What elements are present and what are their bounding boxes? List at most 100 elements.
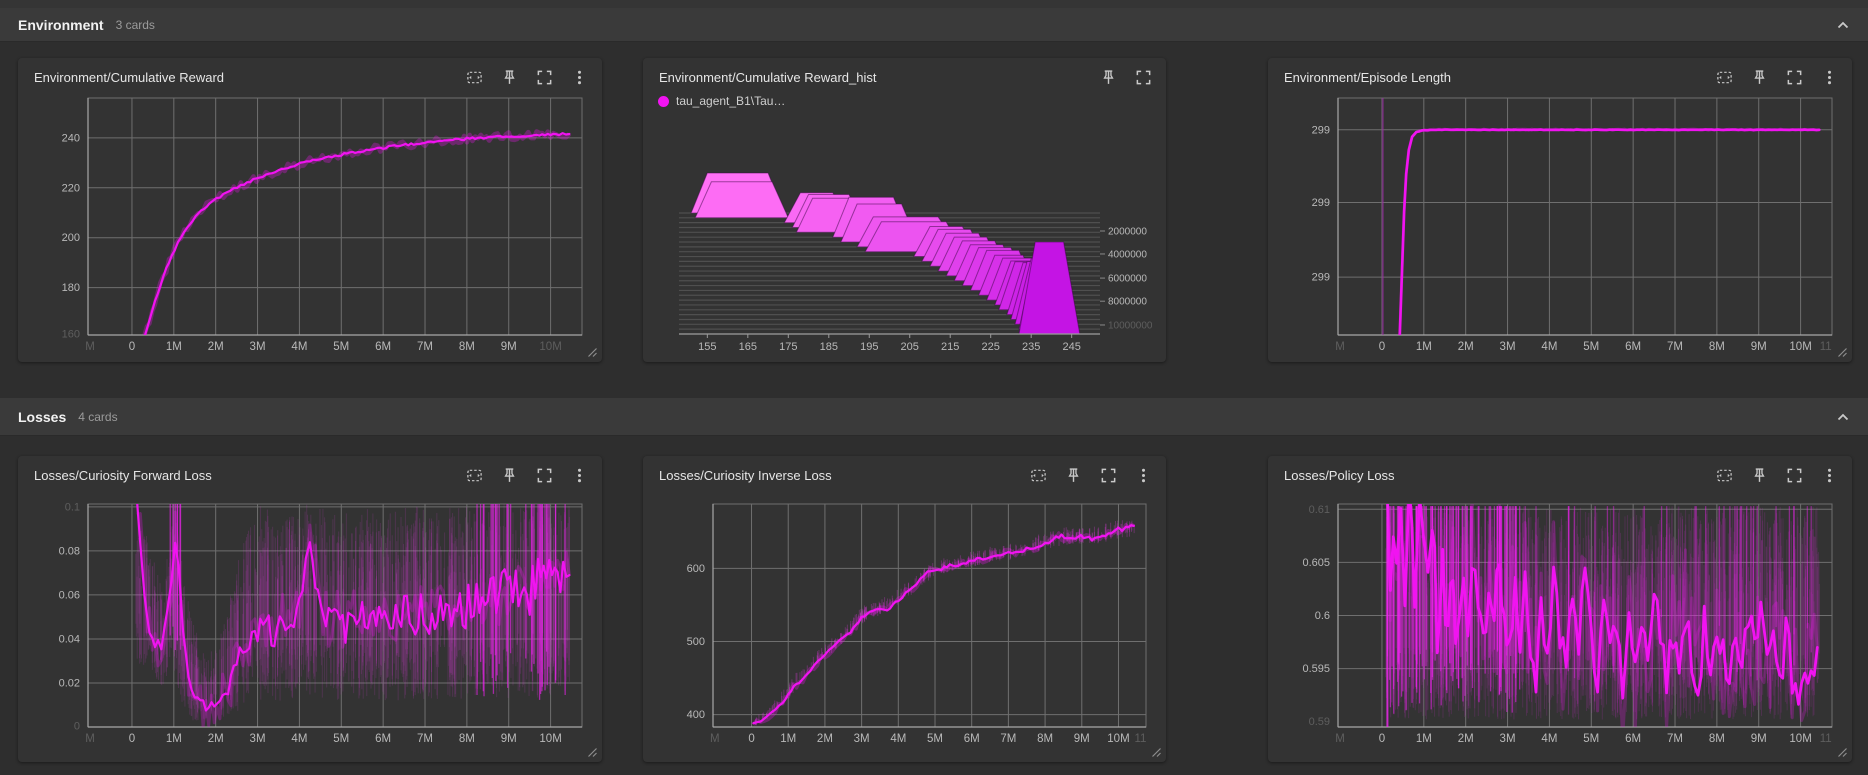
pin-icon[interactable] <box>1749 67 1770 88</box>
resize-grip-icon[interactable] <box>1837 747 1847 757</box>
curiosity-forward-loss-chart[interactable]: 0.1 0.08 0.06 0.04 0.02 0 M 0 1M 2M 3M 4M 5M 6M 7M 8M 9M… <box>18 456 602 762</box>
svg-text:0: 0 <box>1379 341 1385 353</box>
card-title: Losses/Policy Loss <box>1284 468 1395 483</box>
pin-icon[interactable] <box>1063 465 1084 486</box>
resize-grip-icon[interactable] <box>587 747 597 757</box>
episode-length-chart[interactable]: 299 299 299 M 0 1M 2M 3M 4M 5M 6M 7M 8M 9M 10M 11 <box>1268 58 1852 362</box>
pin-icon[interactable] <box>1098 67 1119 88</box>
fit-domain-icon[interactable] <box>1714 67 1735 88</box>
svg-text:175: 175 <box>779 341 797 353</box>
svg-text:4M: 4M <box>291 341 307 353</box>
svg-text:0: 0 <box>1379 733 1385 745</box>
svg-text:600: 600 <box>687 563 705 575</box>
svg-text:9M: 9M <box>1751 733 1767 745</box>
fit-domain-icon[interactable] <box>464 67 485 88</box>
svg-text:10M: 10M <box>539 341 561 353</box>
svg-text:0.02: 0.02 <box>59 677 80 689</box>
pin-icon[interactable] <box>1749 465 1770 486</box>
svg-text:0.6: 0.6 <box>1315 610 1330 622</box>
svg-text:5M: 5M <box>333 733 349 745</box>
fullscreen-icon[interactable] <box>1098 465 1119 486</box>
svg-text:10M: 10M <box>1789 341 1811 353</box>
svg-text:4M: 4M <box>1541 733 1557 745</box>
fit-domain-icon[interactable] <box>1714 465 1735 486</box>
section-title: Environment <box>18 16 104 33</box>
resize-grip-icon[interactable] <box>587 347 597 357</box>
svg-text:1M: 1M <box>1416 733 1432 745</box>
svg-text:9M: 9M <box>501 341 517 353</box>
svg-text:180: 180 <box>62 282 80 294</box>
pin-icon[interactable] <box>499 465 520 486</box>
svg-text:400: 400 <box>687 709 705 721</box>
card-cumulative-reward: Environment/Cumulative Reward 240 220 200 1… <box>18 58 602 362</box>
fullscreen-icon[interactable] <box>534 67 555 88</box>
resize-grip-icon[interactable] <box>1151 747 1161 757</box>
fullscreen-icon[interactable] <box>1784 465 1805 486</box>
fullscreen-icon[interactable] <box>1784 67 1805 88</box>
svg-text:0.08: 0.08 <box>59 545 80 557</box>
fit-domain-icon[interactable] <box>1028 465 1049 486</box>
section-card-count: 3 cards <box>115 17 155 32</box>
pin-icon[interactable] <box>499 67 520 88</box>
svg-text:245: 245 <box>1062 341 1080 353</box>
svg-text:3M: 3M <box>1500 733 1516 745</box>
cumulative-reward-histogram[interactable]: 2000000 4000000 6000000 8000000 10000000 155 1… <box>643 58 1166 362</box>
card-curiosity-forward-loss: Losses/Curiosity Forward Loss 0.1 0.08 0.0… <box>18 456 602 762</box>
svg-text:6M: 6M <box>1625 341 1641 353</box>
section-header-losses[interactable]: Losses 4 cards <box>0 398 1868 436</box>
fit-domain-icon[interactable] <box>464 465 485 486</box>
svg-text:5M: 5M <box>1583 733 1599 745</box>
svg-text:0.06: 0.06 <box>59 589 80 601</box>
svg-text:0.605: 0.605 <box>1302 557 1330 569</box>
svg-text:9M: 9M <box>1074 733 1090 745</box>
policy-loss-chart[interactable]: 0.61 0.605 0.6 0.595 0.59 M 0 1M 2M 3M 4M 5M 6M 7M 8M 9… <box>1268 456 1852 762</box>
svg-text:8M: 8M <box>1709 341 1725 353</box>
card-actions <box>1714 465 1840 486</box>
card-title: Losses/Curiosity Inverse Loss <box>659 468 832 483</box>
chevron-up-icon[interactable] <box>1834 16 1852 34</box>
svg-text:299: 299 <box>1312 272 1330 284</box>
svg-text:8M: 8M <box>1037 733 1053 745</box>
more-menu-icon[interactable] <box>1819 67 1840 88</box>
svg-text:0: 0 <box>129 733 135 745</box>
svg-text:0.59: 0.59 <box>1309 716 1330 728</box>
svg-text:8M: 8M <box>459 733 475 745</box>
resize-grip-icon[interactable] <box>1837 347 1847 357</box>
more-menu-icon[interactable] <box>1819 465 1840 486</box>
svg-text:5M: 5M <box>927 733 943 745</box>
svg-text:500: 500 <box>687 636 705 648</box>
svg-text:160: 160 <box>62 328 80 340</box>
svg-text:1M: 1M <box>166 733 182 745</box>
svg-text:10M: 10M <box>1789 733 1811 745</box>
section-title: Losses <box>18 408 67 425</box>
svg-text:2M: 2M <box>817 733 833 745</box>
card-actions <box>1098 67 1154 88</box>
more-menu-icon[interactable] <box>569 67 590 88</box>
section-header-environment[interactable]: Environment 3 cards <box>0 8 1868 42</box>
svg-text:200: 200 <box>62 232 80 244</box>
card-title: Environment/Cumulative Reward_hist <box>659 70 877 85</box>
card-cumulative-reward-hist: Environment/Cumulative Reward_hist tau_a… <box>643 58 1166 362</box>
svg-text:9M: 9M <box>501 733 517 745</box>
fullscreen-icon[interactable] <box>1133 67 1154 88</box>
svg-text:240: 240 <box>62 132 80 144</box>
svg-text:4M: 4M <box>291 733 307 745</box>
more-menu-icon[interactable] <box>569 465 590 486</box>
svg-text:11: 11 <box>1135 733 1147 745</box>
curiosity-inverse-loss-chart[interactable]: 600 500 400 M 0 1M 2M 3M 4M 5M 6M 7M 8M 9M 10M 11 <box>643 456 1166 762</box>
svg-text:0: 0 <box>748 733 754 745</box>
svg-text:0.595: 0.595 <box>1302 663 1330 675</box>
svg-text:0: 0 <box>74 720 80 732</box>
svg-text:6M: 6M <box>964 733 980 745</box>
svg-text:6M: 6M <box>375 733 391 745</box>
svg-text:3M: 3M <box>1500 341 1516 353</box>
svg-text:7M: 7M <box>417 733 433 745</box>
chevron-up-icon[interactable] <box>1834 408 1852 426</box>
cumulative-reward-chart[interactable]: 240 220 200 180 160 M 0 1M 2M 3M 4M 5M 6M 7M 8M 9M 10M <box>18 58 602 362</box>
svg-text:7M: 7M <box>1667 733 1683 745</box>
svg-text:3M: 3M <box>250 341 266 353</box>
more-menu-icon[interactable] <box>1133 465 1154 486</box>
svg-text:4M: 4M <box>1541 341 1557 353</box>
fullscreen-icon[interactable] <box>534 465 555 486</box>
svg-text:11: 11 <box>1820 341 1832 353</box>
